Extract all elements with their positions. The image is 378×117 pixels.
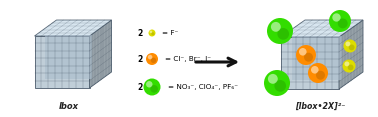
- Text: lbox: lbox: [59, 102, 79, 111]
- Circle shape: [267, 18, 293, 44]
- Circle shape: [304, 53, 313, 62]
- Circle shape: [264, 70, 290, 96]
- Circle shape: [296, 45, 316, 65]
- Circle shape: [149, 29, 155, 37]
- Text: 2: 2: [137, 82, 143, 91]
- Text: 2: 2: [137, 55, 143, 64]
- Circle shape: [349, 44, 355, 50]
- Circle shape: [344, 40, 356, 53]
- Circle shape: [150, 85, 158, 93]
- Polygon shape: [34, 20, 112, 36]
- Circle shape: [144, 79, 161, 95]
- Circle shape: [329, 10, 351, 32]
- Polygon shape: [292, 36, 342, 80]
- Circle shape: [332, 13, 341, 22]
- Circle shape: [342, 60, 355, 73]
- Circle shape: [146, 53, 158, 65]
- Text: = F⁻: = F⁻: [163, 30, 179, 36]
- Text: = NO₃⁻, ClO₄⁻, PF₆⁻: = NO₃⁻, ClO₄⁻, PF₆⁻: [167, 84, 238, 90]
- Circle shape: [277, 28, 289, 40]
- Circle shape: [344, 61, 349, 66]
- Circle shape: [151, 58, 156, 63]
- Text: [lbox•2X]²⁻: [lbox•2X]²⁻: [295, 102, 345, 111]
- Polygon shape: [34, 36, 90, 88]
- Circle shape: [338, 18, 348, 28]
- Circle shape: [274, 80, 286, 92]
- Circle shape: [150, 31, 152, 33]
- Circle shape: [316, 71, 325, 80]
- Circle shape: [345, 41, 350, 46]
- Circle shape: [271, 22, 281, 32]
- Polygon shape: [339, 20, 363, 89]
- Circle shape: [308, 63, 328, 83]
- Polygon shape: [281, 20, 363, 37]
- Circle shape: [348, 64, 353, 70]
- Circle shape: [151, 32, 155, 35]
- Circle shape: [311, 66, 319, 74]
- Polygon shape: [45, 35, 92, 79]
- Polygon shape: [90, 20, 112, 88]
- Text: 2: 2: [137, 29, 143, 38]
- Circle shape: [146, 81, 152, 88]
- Circle shape: [268, 74, 278, 84]
- Polygon shape: [281, 37, 339, 89]
- Text: = Cl⁻, Br⁻, I⁻: = Cl⁻, Br⁻, I⁻: [165, 56, 211, 62]
- Circle shape: [148, 55, 152, 59]
- Circle shape: [299, 48, 307, 56]
